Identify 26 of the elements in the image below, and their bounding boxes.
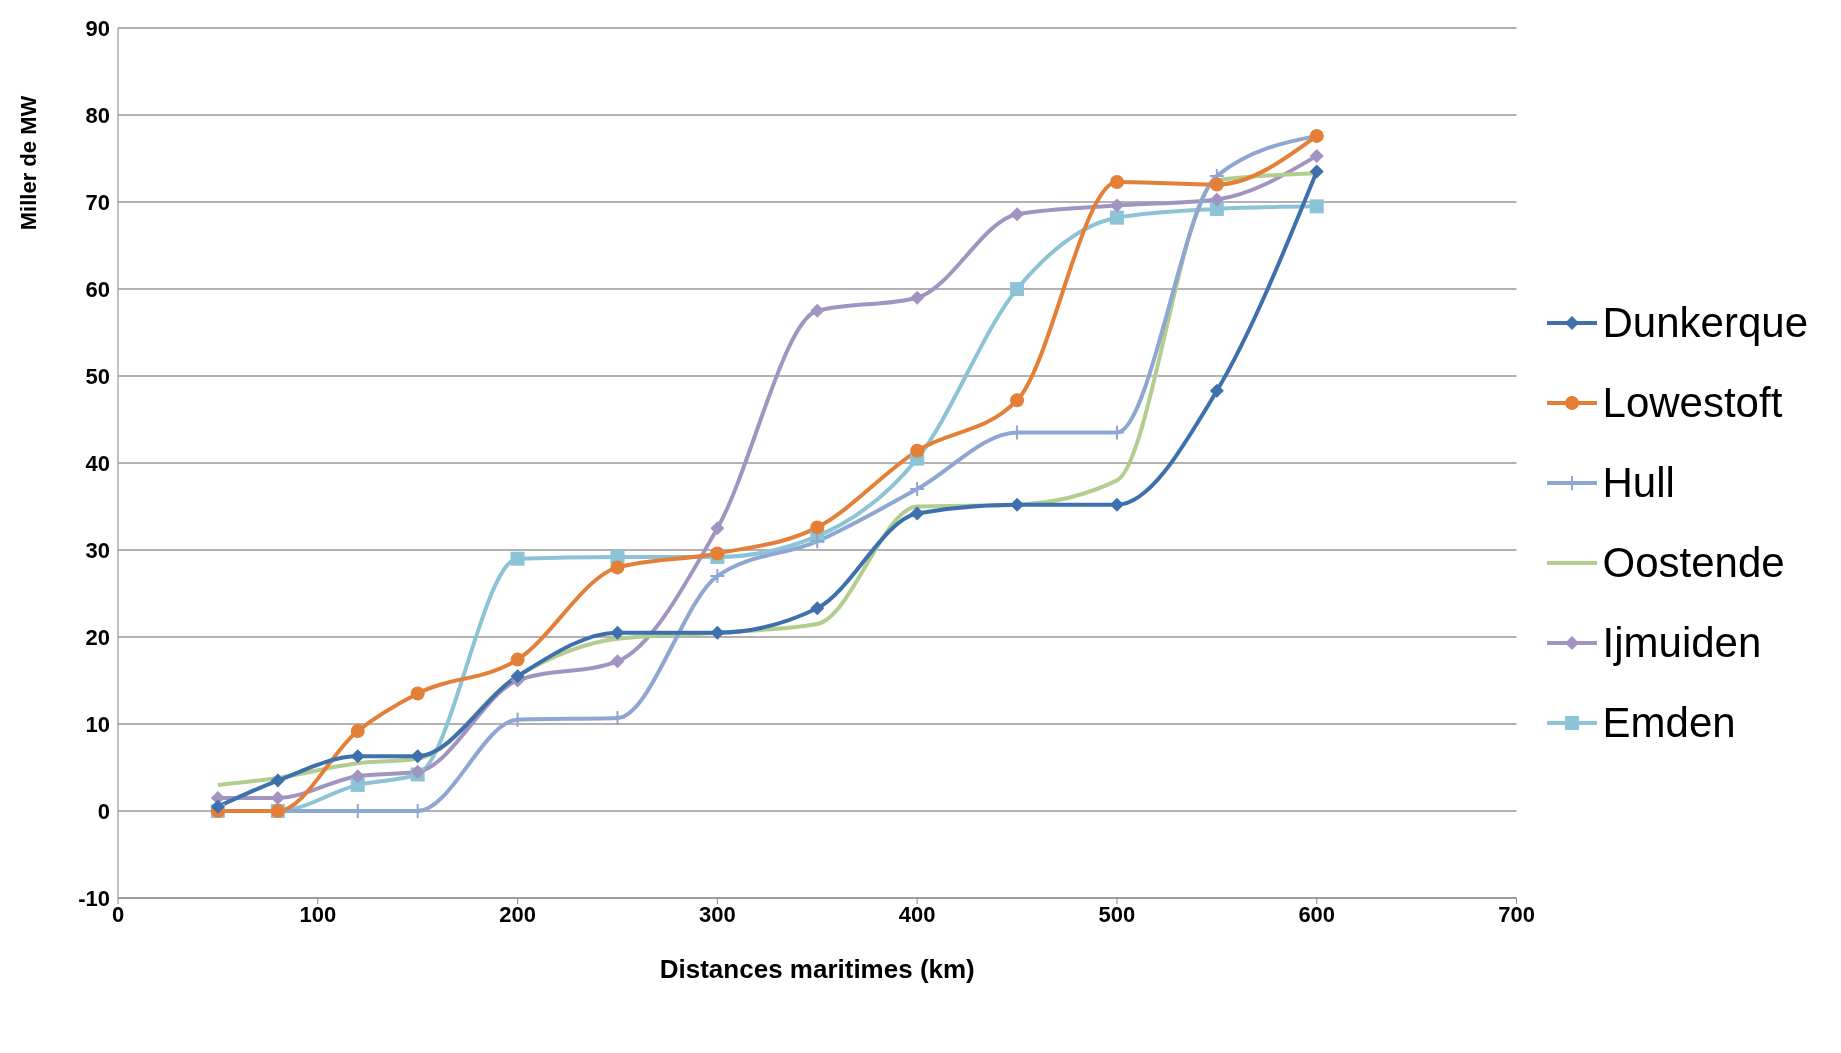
y-tick-label: 20 <box>85 624 110 650</box>
x-tick-label: 200 <box>499 901 536 927</box>
legend-label: Ijmuiden <box>1602 618 1762 668</box>
x-tick-label: 600 <box>1298 901 1336 927</box>
x-tick-label: 100 <box>299 901 337 927</box>
y-tick-label: -10 <box>78 885 110 911</box>
y-tick-label: 40 <box>85 450 110 476</box>
legend-label: Emden <box>1602 698 1736 748</box>
y-axis-title: Miller de MW <box>15 95 41 231</box>
x-axis-title: Distances maritimes (km) <box>659 954 975 984</box>
y-tick-label: 30 <box>85 537 110 563</box>
y-tick-label: 10 <box>85 711 110 737</box>
x-tick-label: 400 <box>898 901 936 927</box>
x-tick-label: 300 <box>699 901 736 927</box>
x-tick-label: 700 <box>1498 901 1535 927</box>
legend-label: Oostende <box>1602 538 1785 588</box>
legend-label: Hull <box>1602 458 1675 508</box>
y-tick-label: 90 <box>85 15 110 41</box>
y-tick-label: 60 <box>85 276 110 302</box>
x-tick-label: 500 <box>1098 901 1136 927</box>
y-tick-label: 80 <box>85 102 110 128</box>
y-tick-label: 0 <box>97 798 110 824</box>
y-tick-label: 70 <box>85 189 110 215</box>
y-tick-label: 50 <box>85 363 110 389</box>
legend-label: Lowestoft <box>1602 378 1783 428</box>
legend-label: Dunkerque <box>1602 298 1808 348</box>
